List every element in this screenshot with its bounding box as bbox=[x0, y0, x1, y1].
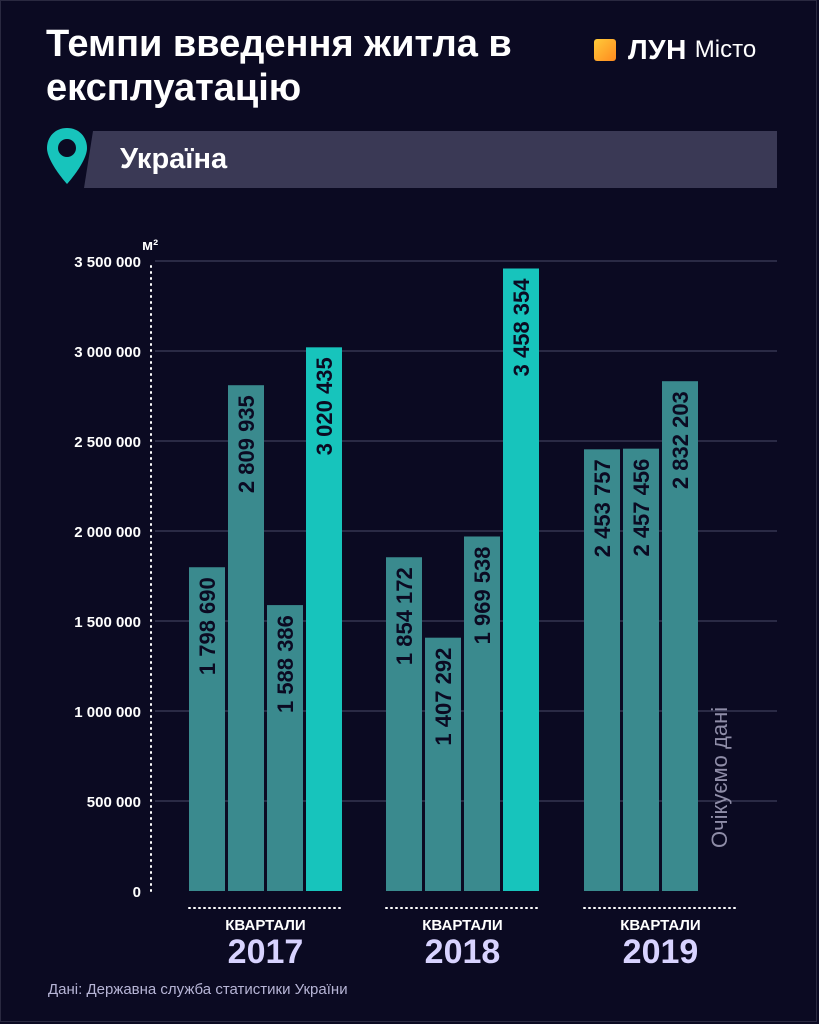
location-pin-icon bbox=[47, 128, 87, 184]
region-banner-notch bbox=[84, 131, 93, 188]
page-title: Темпи введення житла в експлуатацію bbox=[46, 23, 512, 109]
bar-value-label: 2 832 203 bbox=[668, 391, 693, 489]
group-quarters-label: КВАРТАЛИ bbox=[225, 917, 305, 934]
y-tick-label: 500 000 bbox=[87, 794, 141, 811]
bar bbox=[584, 449, 620, 891]
lun-logo-square-icon bbox=[594, 39, 616, 61]
y-tick-label: 1 500 000 bbox=[74, 614, 141, 631]
bar-value-label: 2 453 757 bbox=[590, 459, 615, 557]
bar-value-label: 2 457 456 bbox=[629, 459, 654, 557]
group-year-label: 2017 bbox=[228, 933, 304, 971]
y-tick-label: 1 000 000 bbox=[74, 704, 141, 721]
data-source-note: Дані: Державна служба статистики України bbox=[48, 981, 348, 998]
y-tick-label: 2 000 000 bbox=[74, 524, 141, 541]
bar-value-label: 1 588 386 bbox=[273, 615, 298, 713]
bar bbox=[662, 381, 698, 891]
bar bbox=[425, 637, 461, 891]
region-banner bbox=[84, 131, 777, 188]
bar bbox=[503, 268, 539, 891]
group-year-label: 2019 bbox=[623, 933, 699, 971]
logo-sub-text: Місто bbox=[694, 36, 757, 63]
y-tick-label: 0 bbox=[133, 884, 141, 901]
y-tick-label: 2 500 000 bbox=[74, 434, 141, 451]
bar bbox=[228, 385, 264, 891]
bar bbox=[306, 347, 342, 892]
bar-value-label: 3 458 354 bbox=[509, 278, 534, 377]
bar bbox=[464, 536, 500, 891]
bar bbox=[386, 557, 422, 891]
bar bbox=[267, 605, 303, 891]
bar-value-label: 2 809 935 bbox=[234, 395, 259, 493]
group-quarters-label: КВАРТАЛИ bbox=[422, 917, 502, 934]
bar-value-label: 1 798 690 bbox=[195, 577, 220, 675]
group-quarters-label: КВАРТАЛИ bbox=[620, 917, 700, 934]
pending-data-label: Очікуємо дані bbox=[707, 707, 732, 848]
y-tick-label: 3 500 000 bbox=[74, 254, 141, 271]
bar-value-label: 1 407 292 bbox=[431, 648, 456, 746]
bar bbox=[623, 448, 659, 891]
region-label: Україна bbox=[120, 143, 228, 175]
brand-logo: ЛУН Місто bbox=[594, 34, 757, 65]
y-tick-label: 3 000 000 bbox=[74, 344, 141, 361]
bar-value-label: 1 854 172 bbox=[392, 567, 417, 665]
bar-value-label: 3 020 435 bbox=[312, 357, 337, 455]
logo-brand-text: ЛУН bbox=[628, 34, 687, 65]
group-year-label: 2018 bbox=[425, 933, 501, 971]
y-axis-unit-label: м² bbox=[142, 237, 158, 254]
bar bbox=[189, 567, 225, 891]
bar-value-label: 1 969 538 bbox=[470, 546, 495, 644]
